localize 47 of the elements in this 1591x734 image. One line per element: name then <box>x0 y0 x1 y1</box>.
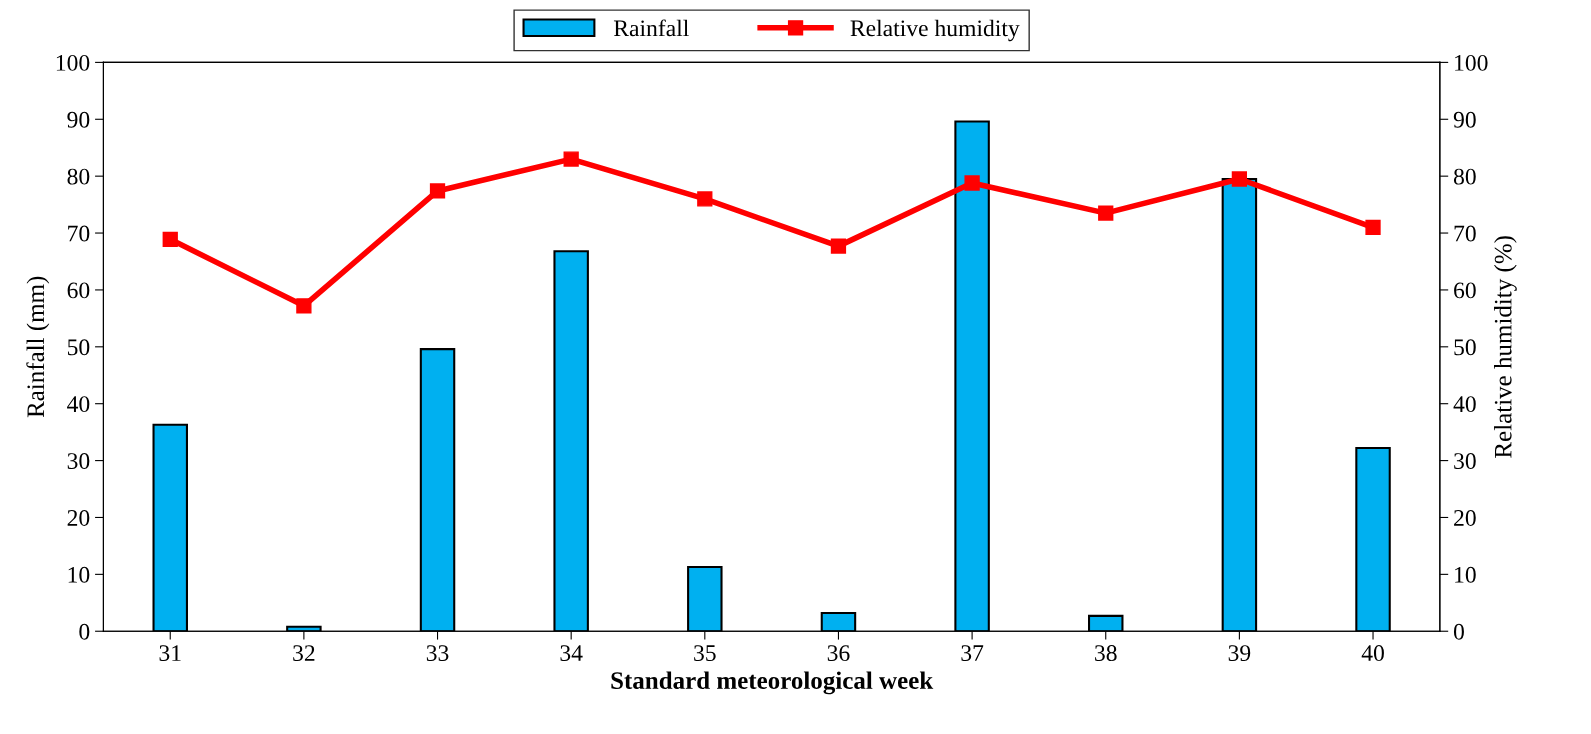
point <box>162 231 178 247</box>
y-tick-label: 20 <box>67 509 90 526</box>
y2-tick-label: 10 <box>1455 566 1476 583</box>
x-tick-label: 34 <box>560 645 583 662</box>
y-axis-title: Rainfall (mm) <box>26 276 50 418</box>
y-tick-label: 10 <box>68 566 90 583</box>
x-tick-label: 35 <box>694 645 716 662</box>
x-tick-label: 39 <box>1228 645 1251 662</box>
y-tick-label: 50 <box>67 339 90 356</box>
point <box>830 238 847 254</box>
x-tick-label: 31 <box>159 645 181 662</box>
y2-tick-label: 90 <box>1453 111 1476 128</box>
point <box>296 298 312 314</box>
y-tick-label: 100 <box>56 54 90 71</box>
x-axis-title: Standard meteorological week <box>611 671 934 695</box>
y-tick-label: 40 <box>67 396 90 413</box>
point <box>1231 171 1248 187</box>
y-tick-label: 90 <box>67 111 90 128</box>
y2-tick-label: 20 <box>1454 509 1476 526</box>
y-tick-label: 70 <box>68 225 90 242</box>
y2-tick-label: 40 <box>1453 396 1476 413</box>
x-tick-label: 37 <box>961 645 984 662</box>
x-tick-label: 33 <box>426 645 449 662</box>
y-tick-label: 30 <box>67 453 90 470</box>
legend-label: Relative humidity <box>850 19 1020 42</box>
point <box>429 183 446 199</box>
y2-tick-label: 80 <box>1453 168 1476 185</box>
y2-tick-label: 100 <box>1455 54 1488 71</box>
y2-tick-label: 70 <box>1454 225 1476 242</box>
y-tick-label: 80 <box>67 168 90 185</box>
point <box>697 191 713 207</box>
y-tick-label: 60 <box>67 282 90 299</box>
y2-tick-label: 0 <box>1453 623 1464 640</box>
y2-axis-title: Relative humidity (%) <box>1494 236 1517 458</box>
y-tick-label: 0 <box>79 623 90 640</box>
y2-tick-label: 30 <box>1454 453 1476 470</box>
point <box>964 175 980 191</box>
legend-label: Rainfall <box>613 19 689 37</box>
y2-tick-label: 60 <box>1454 282 1476 299</box>
x-tick-label: 32 <box>293 645 315 662</box>
y2-tick-label: 50 <box>1454 339 1476 356</box>
x-tick-label: 36 <box>827 645 850 662</box>
point <box>563 151 579 167</box>
point <box>1365 219 1381 235</box>
x-tick-label: 38 <box>1095 645 1117 662</box>
x-tick-label: 40 <box>1361 645 1384 662</box>
point <box>1098 205 1114 221</box>
